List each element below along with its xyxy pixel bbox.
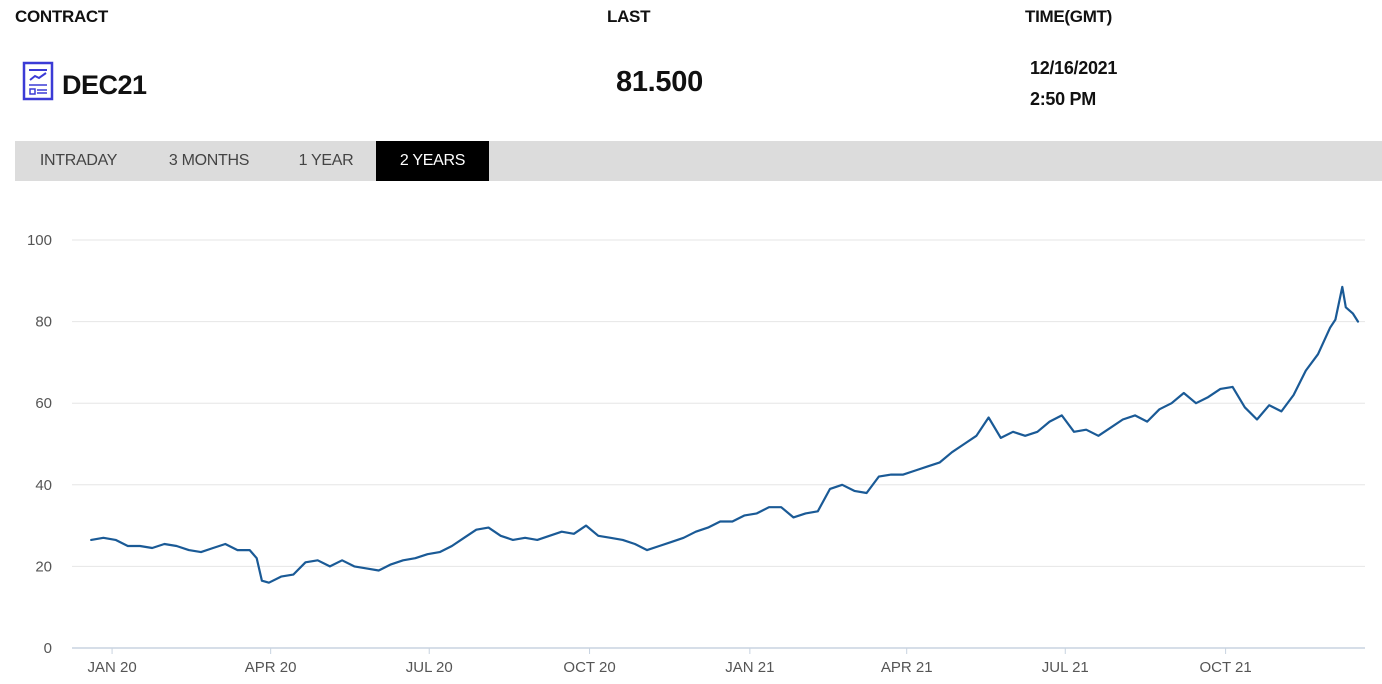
- range-tab-bar: INTRADAY 3 MONTHS 1 YEAR 2 YEARS: [15, 141, 1382, 181]
- contract-column-header: CONTRACT: [15, 7, 108, 26]
- quote-time: 2:50 PM: [1030, 89, 1096, 109]
- tab-2-years[interactable]: 2 YEARS: [376, 141, 489, 181]
- y-tick-label: 0: [44, 640, 52, 657]
- y-tick-label: 100: [27, 232, 52, 249]
- x-tick-label: OCT 20: [563, 659, 615, 676]
- x-tick-label: JUL 21: [1042, 659, 1089, 676]
- contract-cell: DEC21: [22, 60, 147, 101]
- x-tick-label: OCT 21: [1199, 659, 1251, 676]
- last-price: 81.500: [616, 66, 703, 98]
- x-tick-label: JAN 21: [725, 659, 774, 676]
- y-tick-label: 60: [35, 395, 52, 412]
- x-tick-label: JAN 20: [87, 659, 136, 676]
- contract-name: DEC21: [62, 70, 147, 100]
- tab-3-months[interactable]: 3 MONTHS: [168, 152, 250, 169]
- time-column-header: TIME(GMT): [1025, 7, 1112, 26]
- tab-1-year[interactable]: 1 YEAR: [298, 152, 354, 169]
- document-chart-icon: [22, 61, 54, 101]
- price-line-chart: 0 20 40 60 80 100 JAN 20 APR 20 JUL 20 OCT 20 JAN …: [27, 232, 1365, 676]
- y-tick-label: 80: [35, 314, 52, 331]
- quote-date: 12/16/2021: [1030, 58, 1118, 78]
- series-line: [90, 285, 1360, 584]
- x-tick-label: APR 21: [881, 659, 933, 676]
- last-column-header: LAST: [607, 7, 651, 26]
- y-tick-label: 40: [35, 477, 52, 494]
- y-tick-label: 20: [35, 558, 52, 575]
- tab-intraday[interactable]: INTRADAY: [39, 152, 118, 169]
- x-tick-label: JUL 20: [406, 659, 453, 676]
- x-tick-label: APR 20: [245, 659, 297, 676]
